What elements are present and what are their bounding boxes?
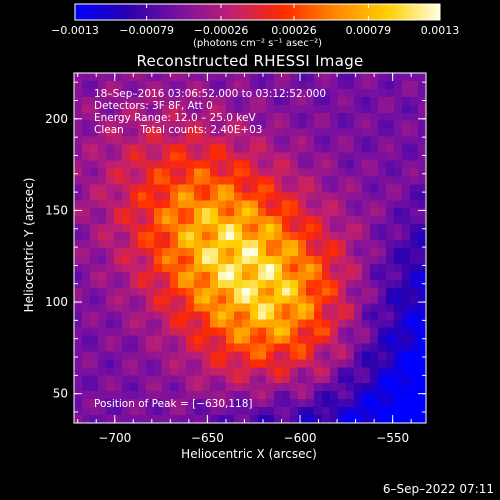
colorbar [74,3,441,21]
annotation-energy-range: Energy Range: 12.0 – 25.0 keV [94,112,256,124]
colorbar-tick-label: −0.0013 [51,24,99,37]
colorbar-tick-label: 0.00079 [346,24,392,37]
colorbar-tick-label: 0.0013 [421,24,460,37]
y-tick-label: 200 [45,112,68,126]
chart-title: Reconstructed RHESSI Image [136,52,364,70]
annotation-clean-counts: Clean Total counts: 2.40E+03 [94,124,263,136]
y-tick-label: 50 [53,387,68,401]
x-tick-label: −550 [376,431,409,445]
annotation-time-range: 18–Sep–2016 03:06:52.000 to 03:12:52.000 [94,88,326,100]
x-tick-label: −700 [98,431,131,445]
y-axis-label: Heliocentric Y (arcsec) [22,177,36,313]
x-tick-label: −600 [284,431,317,445]
colorbar-tick-label: 0.00026 [271,24,317,37]
x-tick-label: −650 [191,431,224,445]
heatmap-image [74,73,427,424]
colorbar-tick-label: −0.00079 [119,24,174,37]
y-tick-label: 150 [45,203,68,217]
annotation-peak-position: Position of Peak = [−630,118] [94,398,253,410]
x-axis-label: Heliocentric X (arcsec) [181,447,317,461]
colorbar-tick-label: −0.00026 [194,24,249,37]
footer-timestamp: 6–Sep–2022 07:11 [382,482,494,496]
plot-frame [73,72,427,424]
colorbar-unit-label: (photons cm⁻² s⁻¹ asec⁻²) [192,38,323,49]
annotation-detectors: Detectors: 3F 8F, Att 0 [94,100,213,112]
y-tick-label: 100 [45,295,68,309]
